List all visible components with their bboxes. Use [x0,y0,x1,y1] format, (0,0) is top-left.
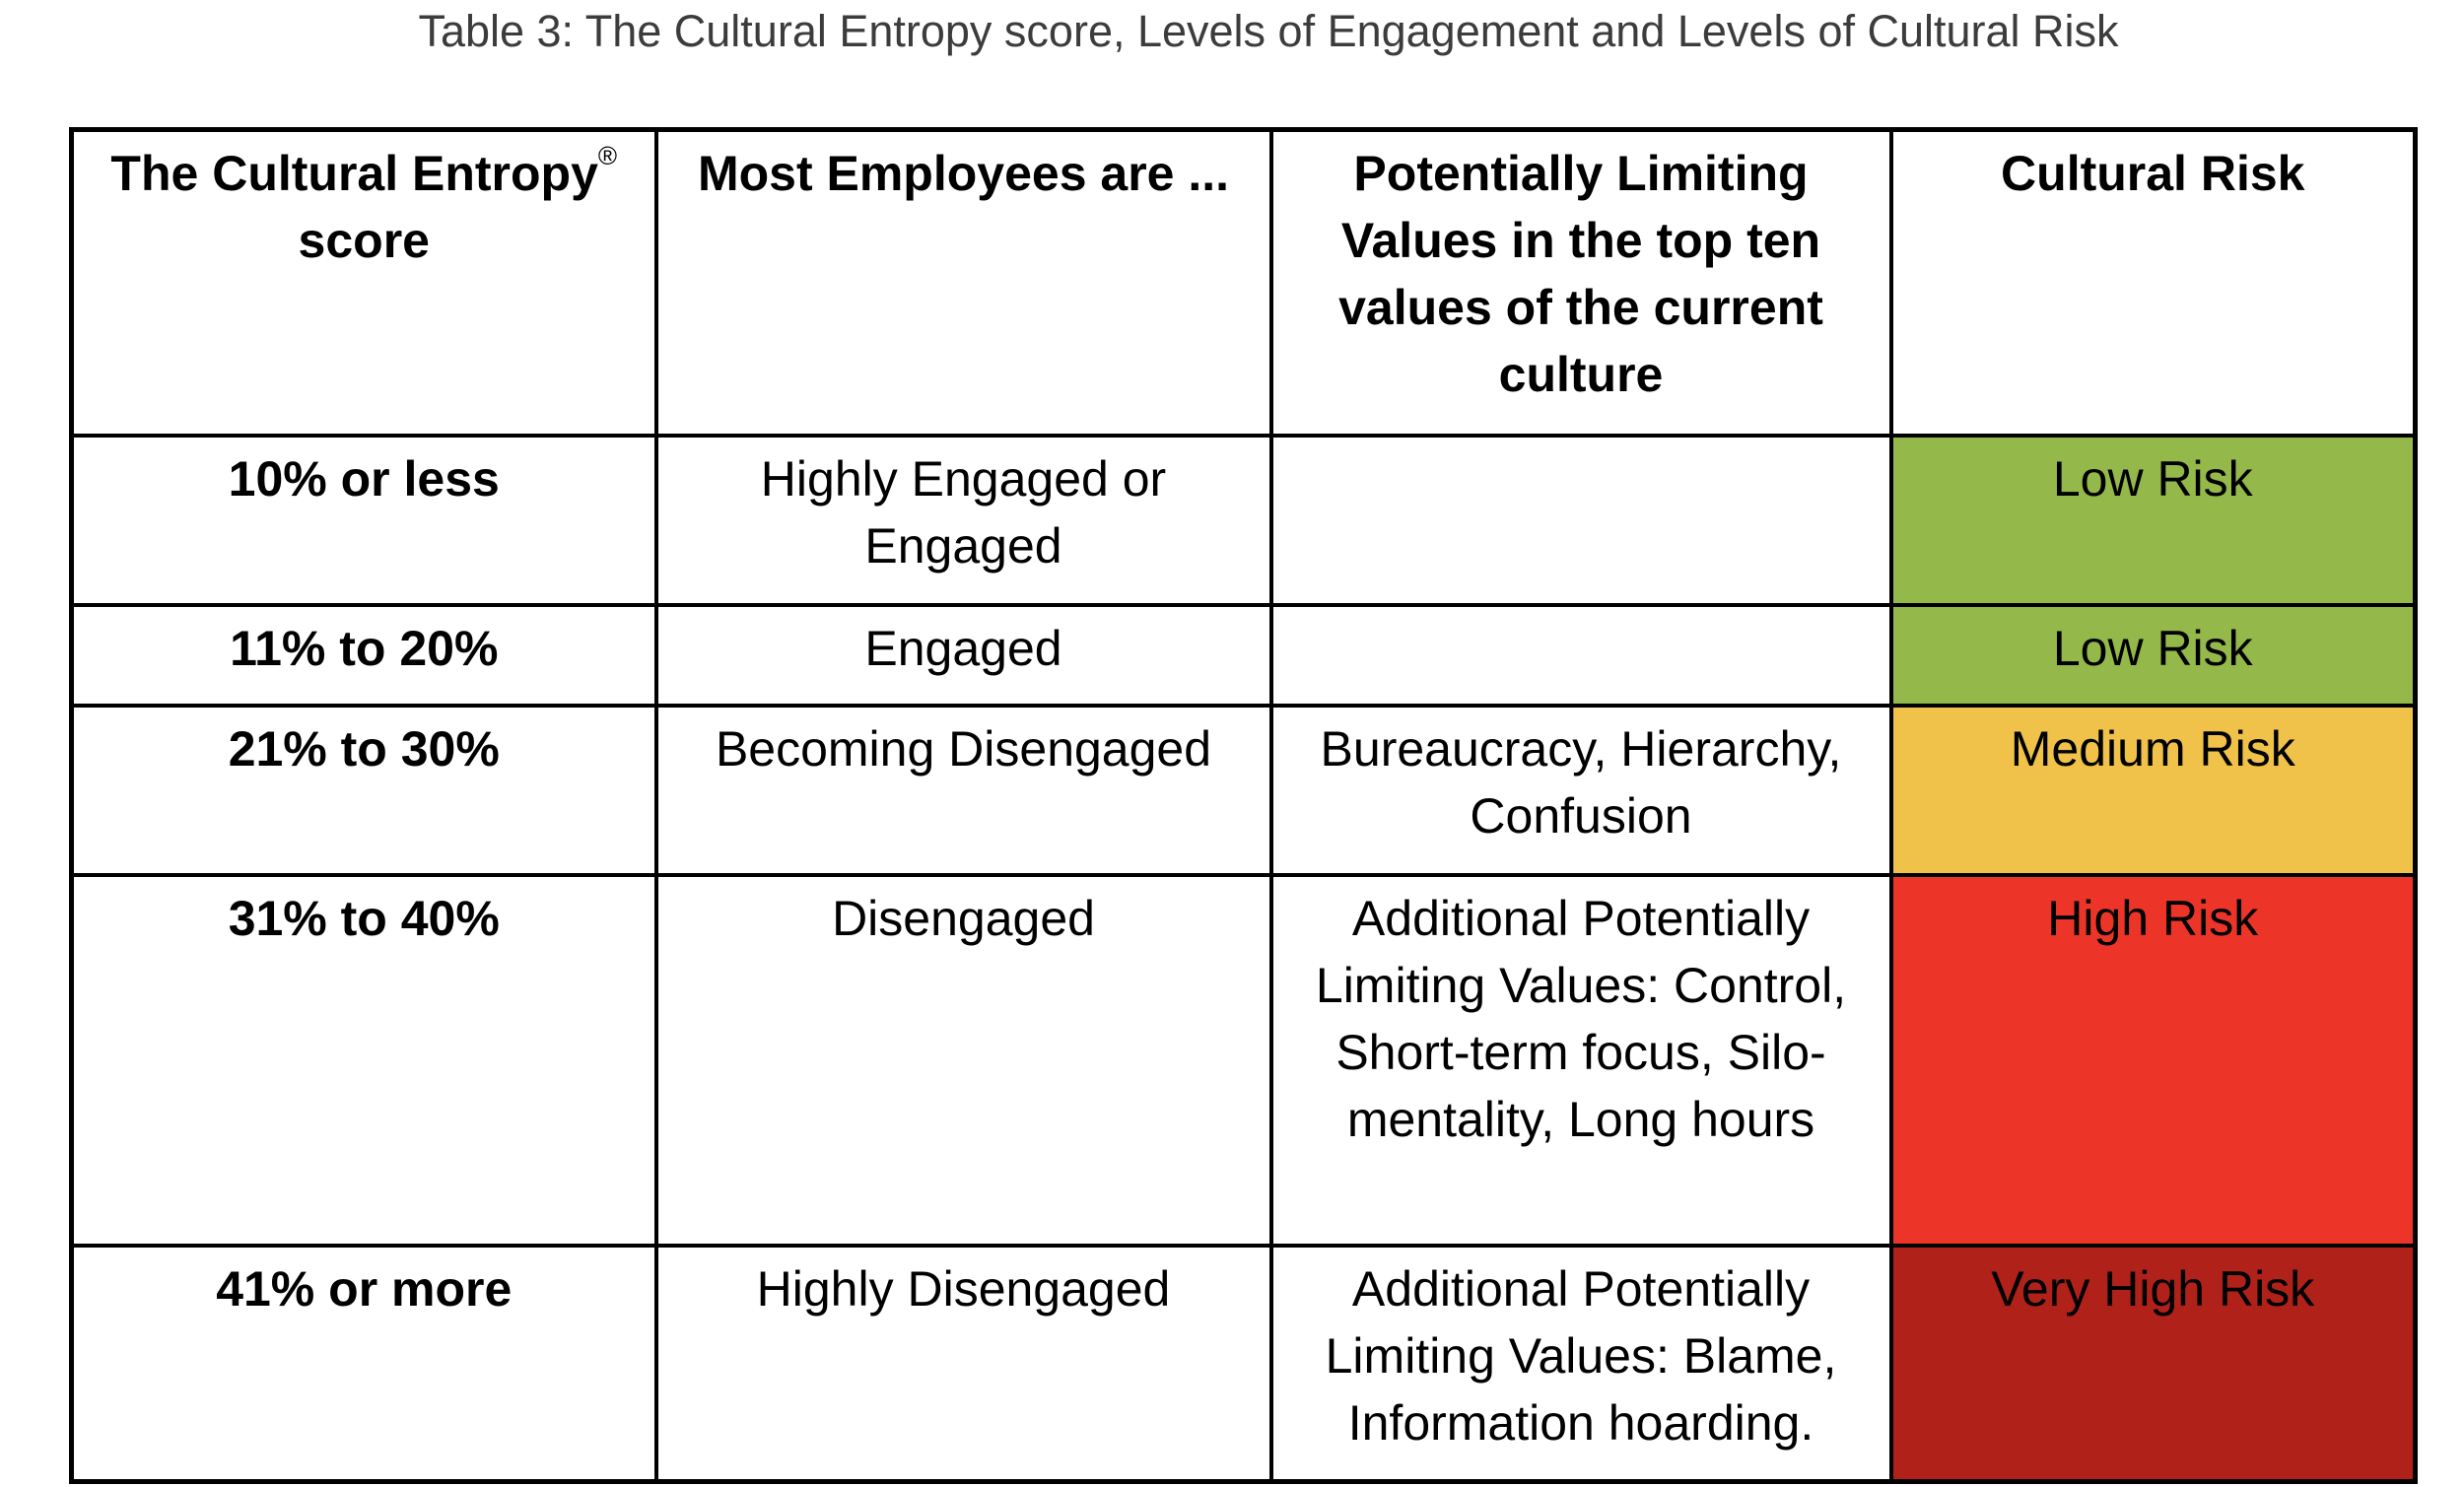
table-row: 11% to 20% Engaged Low Risk [69,602,2418,708]
limiting-values-cell: Bureaucracy, Hierarchy, Confusion [1268,703,1893,877]
employees-cell: Disengaged [653,872,1273,1248]
table-row: 21% to 30% Becoming Disengaged Bureaucra… [69,703,2418,877]
employees-cell: Highly Disengaged [653,1243,1273,1484]
limiting-values-cell: Additional Potentially Limiting Values: … [1268,872,1893,1248]
risk-cell: Very High Risk [1888,1243,2418,1484]
limiting-values-cell [1268,602,1893,708]
score-cell: 10% or less [69,433,658,607]
risk-cell: High Risk [1888,872,2418,1248]
employees-cell: Engaged [653,602,1273,708]
risk-cell: Low Risk [1888,602,2418,708]
header-score-text-line2: score [298,213,430,268]
header-score-text: The Cultural Entropy [110,146,598,201]
header-most-employees: Most Employees are ... [653,127,1273,438]
score-cell: 31% to 40% [69,872,658,1248]
limiting-values-cell: Additional Potentially Limiting Values: … [1268,1243,1893,1484]
registered-mark: ® [597,141,618,170]
score-cell: 21% to 30% [69,703,658,877]
table-caption: Table 3: The Cultural Entropy score, Lev… [418,6,2119,56]
risk-cell: Medium Risk [1888,703,2418,877]
table-row: 41% or more Highly Disengaged Additional… [69,1243,2418,1484]
score-cell: 11% to 20% [69,602,658,708]
header-cultural-entropy-score: The Cultural Entropy® score [69,127,658,438]
risk-cell: Low Risk [1888,433,2418,607]
employees-cell: Becoming Disengaged [653,703,1273,877]
table-row: 31% to 40% Disengaged Additional Potenti… [69,872,2418,1248]
table-row: 10% or less Highly Engaged or Engaged Lo… [69,433,2418,607]
employees-cell: Highly Engaged or Engaged [653,433,1273,607]
score-cell: 41% or more [69,1243,658,1484]
cultural-entropy-table: The Cultural Entropy® score Most Employe… [69,127,2418,1484]
header-limiting-values: Potentially Limiting Values in the top t… [1268,127,1893,438]
header-row: The Cultural Entropy® score Most Employe… [69,127,2418,438]
limiting-values-cell [1268,433,1893,607]
header-cultural-risk: Cultural Risk [1888,127,2418,438]
